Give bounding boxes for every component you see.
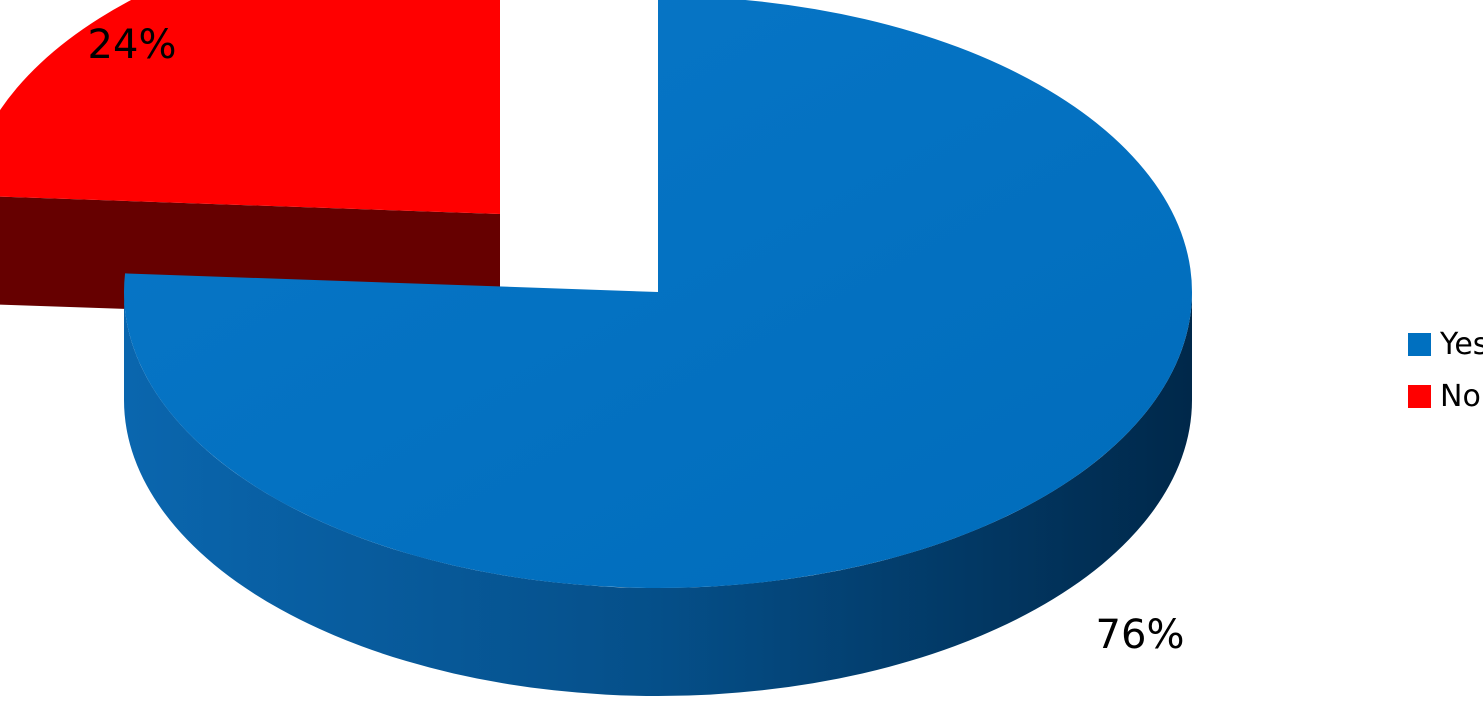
legend-label-no: No — [1440, 378, 1481, 414]
legend-swatch-yes — [1408, 332, 1431, 356]
pie-slice-no[interactable] — [0, 0, 500, 322]
slice-rim-yes — [124, 292, 1192, 696]
legend-item-yes[interactable]: Yes — [1408, 318, 1483, 370]
slice-label-yes: 76% — [1096, 612, 1185, 658]
slice-label-no: 24% — [88, 22, 177, 68]
pie-slice-yes[interactable] — [124, 0, 1192, 696]
legend: Yes No — [1408, 318, 1483, 422]
legend-label-yes: Yes — [1440, 326, 1483, 362]
slice-top-no — [0, 0, 500, 214]
slice-top-yes — [124, 0, 1192, 588]
legend-item-no[interactable]: No — [1408, 370, 1483, 422]
legend-swatch-no — [1408, 384, 1431, 408]
